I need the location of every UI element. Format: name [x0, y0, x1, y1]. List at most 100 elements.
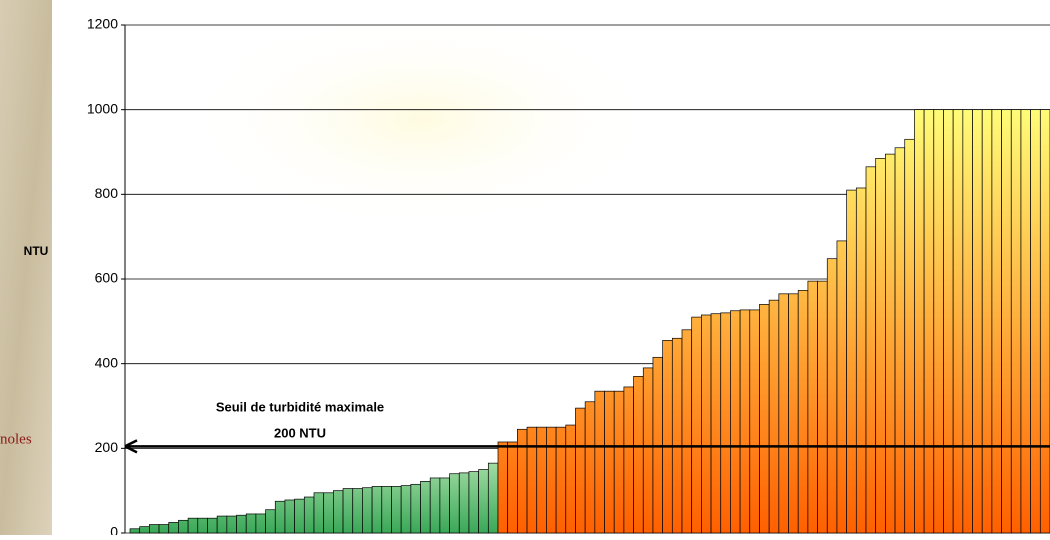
bar — [982, 110, 992, 533]
y-tick-label: 200 — [95, 439, 119, 455]
bar — [740, 310, 750, 533]
y-tick-label: 0 — [110, 524, 118, 535]
bar — [217, 516, 227, 533]
bar — [750, 310, 760, 533]
bar — [1031, 110, 1041, 533]
bar — [430, 478, 440, 533]
bar — [847, 190, 857, 533]
bar — [605, 391, 615, 533]
bar — [682, 330, 692, 533]
bar — [827, 259, 837, 533]
bar — [372, 486, 382, 533]
bar — [905, 139, 915, 533]
bar — [527, 427, 537, 533]
bar — [178, 520, 188, 533]
bar — [730, 311, 740, 533]
bar — [169, 522, 179, 533]
bar — [469, 472, 479, 533]
bar — [295, 499, 305, 533]
bar — [227, 516, 237, 533]
bar — [759, 304, 769, 533]
bar — [130, 529, 140, 533]
bar — [663, 340, 673, 533]
y-axis-label: NTU — [24, 244, 49, 258]
bar — [343, 489, 353, 533]
bar — [450, 474, 460, 533]
bar — [459, 473, 469, 533]
bar — [207, 518, 217, 533]
chart: noles NTU 0 200 400 600 800 1000 1200 Seuil de … — [0, 0, 1050, 535]
bar — [595, 391, 605, 533]
annotation: 200 NTU — [274, 425, 326, 440]
bar — [324, 493, 334, 533]
bar — [953, 110, 963, 533]
bar — [362, 488, 372, 533]
bar — [382, 486, 392, 533]
bar — [789, 294, 799, 533]
y-tick-label: 400 — [95, 354, 119, 370]
bar — [701, 315, 711, 533]
bar — [973, 110, 983, 533]
background-texture — [0, 0, 52, 535]
bar — [924, 110, 934, 533]
y-tick-label: 1000 — [87, 100, 118, 116]
bar — [333, 491, 343, 533]
bar — [198, 518, 208, 533]
side-text: noles — [0, 431, 32, 447]
bar — [634, 376, 644, 533]
bar — [479, 470, 489, 534]
bar — [992, 110, 1002, 533]
bar — [188, 518, 198, 533]
bar — [943, 110, 953, 533]
bar — [798, 290, 808, 533]
bar — [876, 158, 886, 533]
bar — [401, 486, 411, 533]
bar — [1002, 110, 1012, 533]
bar — [546, 427, 556, 533]
bar — [391, 486, 401, 533]
bar — [672, 338, 682, 533]
bar — [914, 110, 924, 533]
bar — [856, 188, 866, 533]
bar — [508, 442, 518, 533]
bar — [314, 493, 324, 533]
bar — [585, 402, 595, 533]
bar — [614, 391, 624, 533]
bar — [885, 154, 895, 533]
bar — [1011, 110, 1021, 533]
bar — [411, 484, 421, 533]
bar — [808, 281, 818, 533]
bar — [556, 427, 566, 533]
bar — [818, 281, 828, 533]
bar — [353, 489, 363, 533]
y-tick-label: 800 — [95, 185, 119, 201]
bar — [159, 525, 169, 533]
bar — [488, 463, 498, 533]
bar — [498, 442, 508, 533]
bar — [440, 478, 450, 533]
bar — [692, 317, 702, 533]
bar — [837, 241, 847, 533]
bar — [140, 527, 150, 533]
bar — [517, 429, 527, 533]
y-tick-label: 600 — [95, 270, 119, 286]
bar — [246, 514, 256, 533]
annotation: Seuil de turbidité maximale — [216, 399, 384, 414]
bar — [895, 148, 905, 533]
bar — [566, 425, 576, 533]
bar — [721, 313, 731, 533]
bar — [769, 300, 779, 533]
bar — [934, 110, 944, 533]
bar — [711, 314, 721, 533]
bar — [779, 294, 789, 533]
bar — [237, 515, 247, 533]
background-cloud — [180, 10, 660, 230]
y-tick-label: 1200 — [87, 16, 118, 32]
bar — [275, 501, 285, 533]
bar — [149, 525, 159, 533]
bar — [304, 497, 314, 533]
bar — [1021, 110, 1031, 533]
bar — [643, 368, 653, 533]
bar — [624, 387, 634, 533]
bar — [285, 500, 295, 533]
